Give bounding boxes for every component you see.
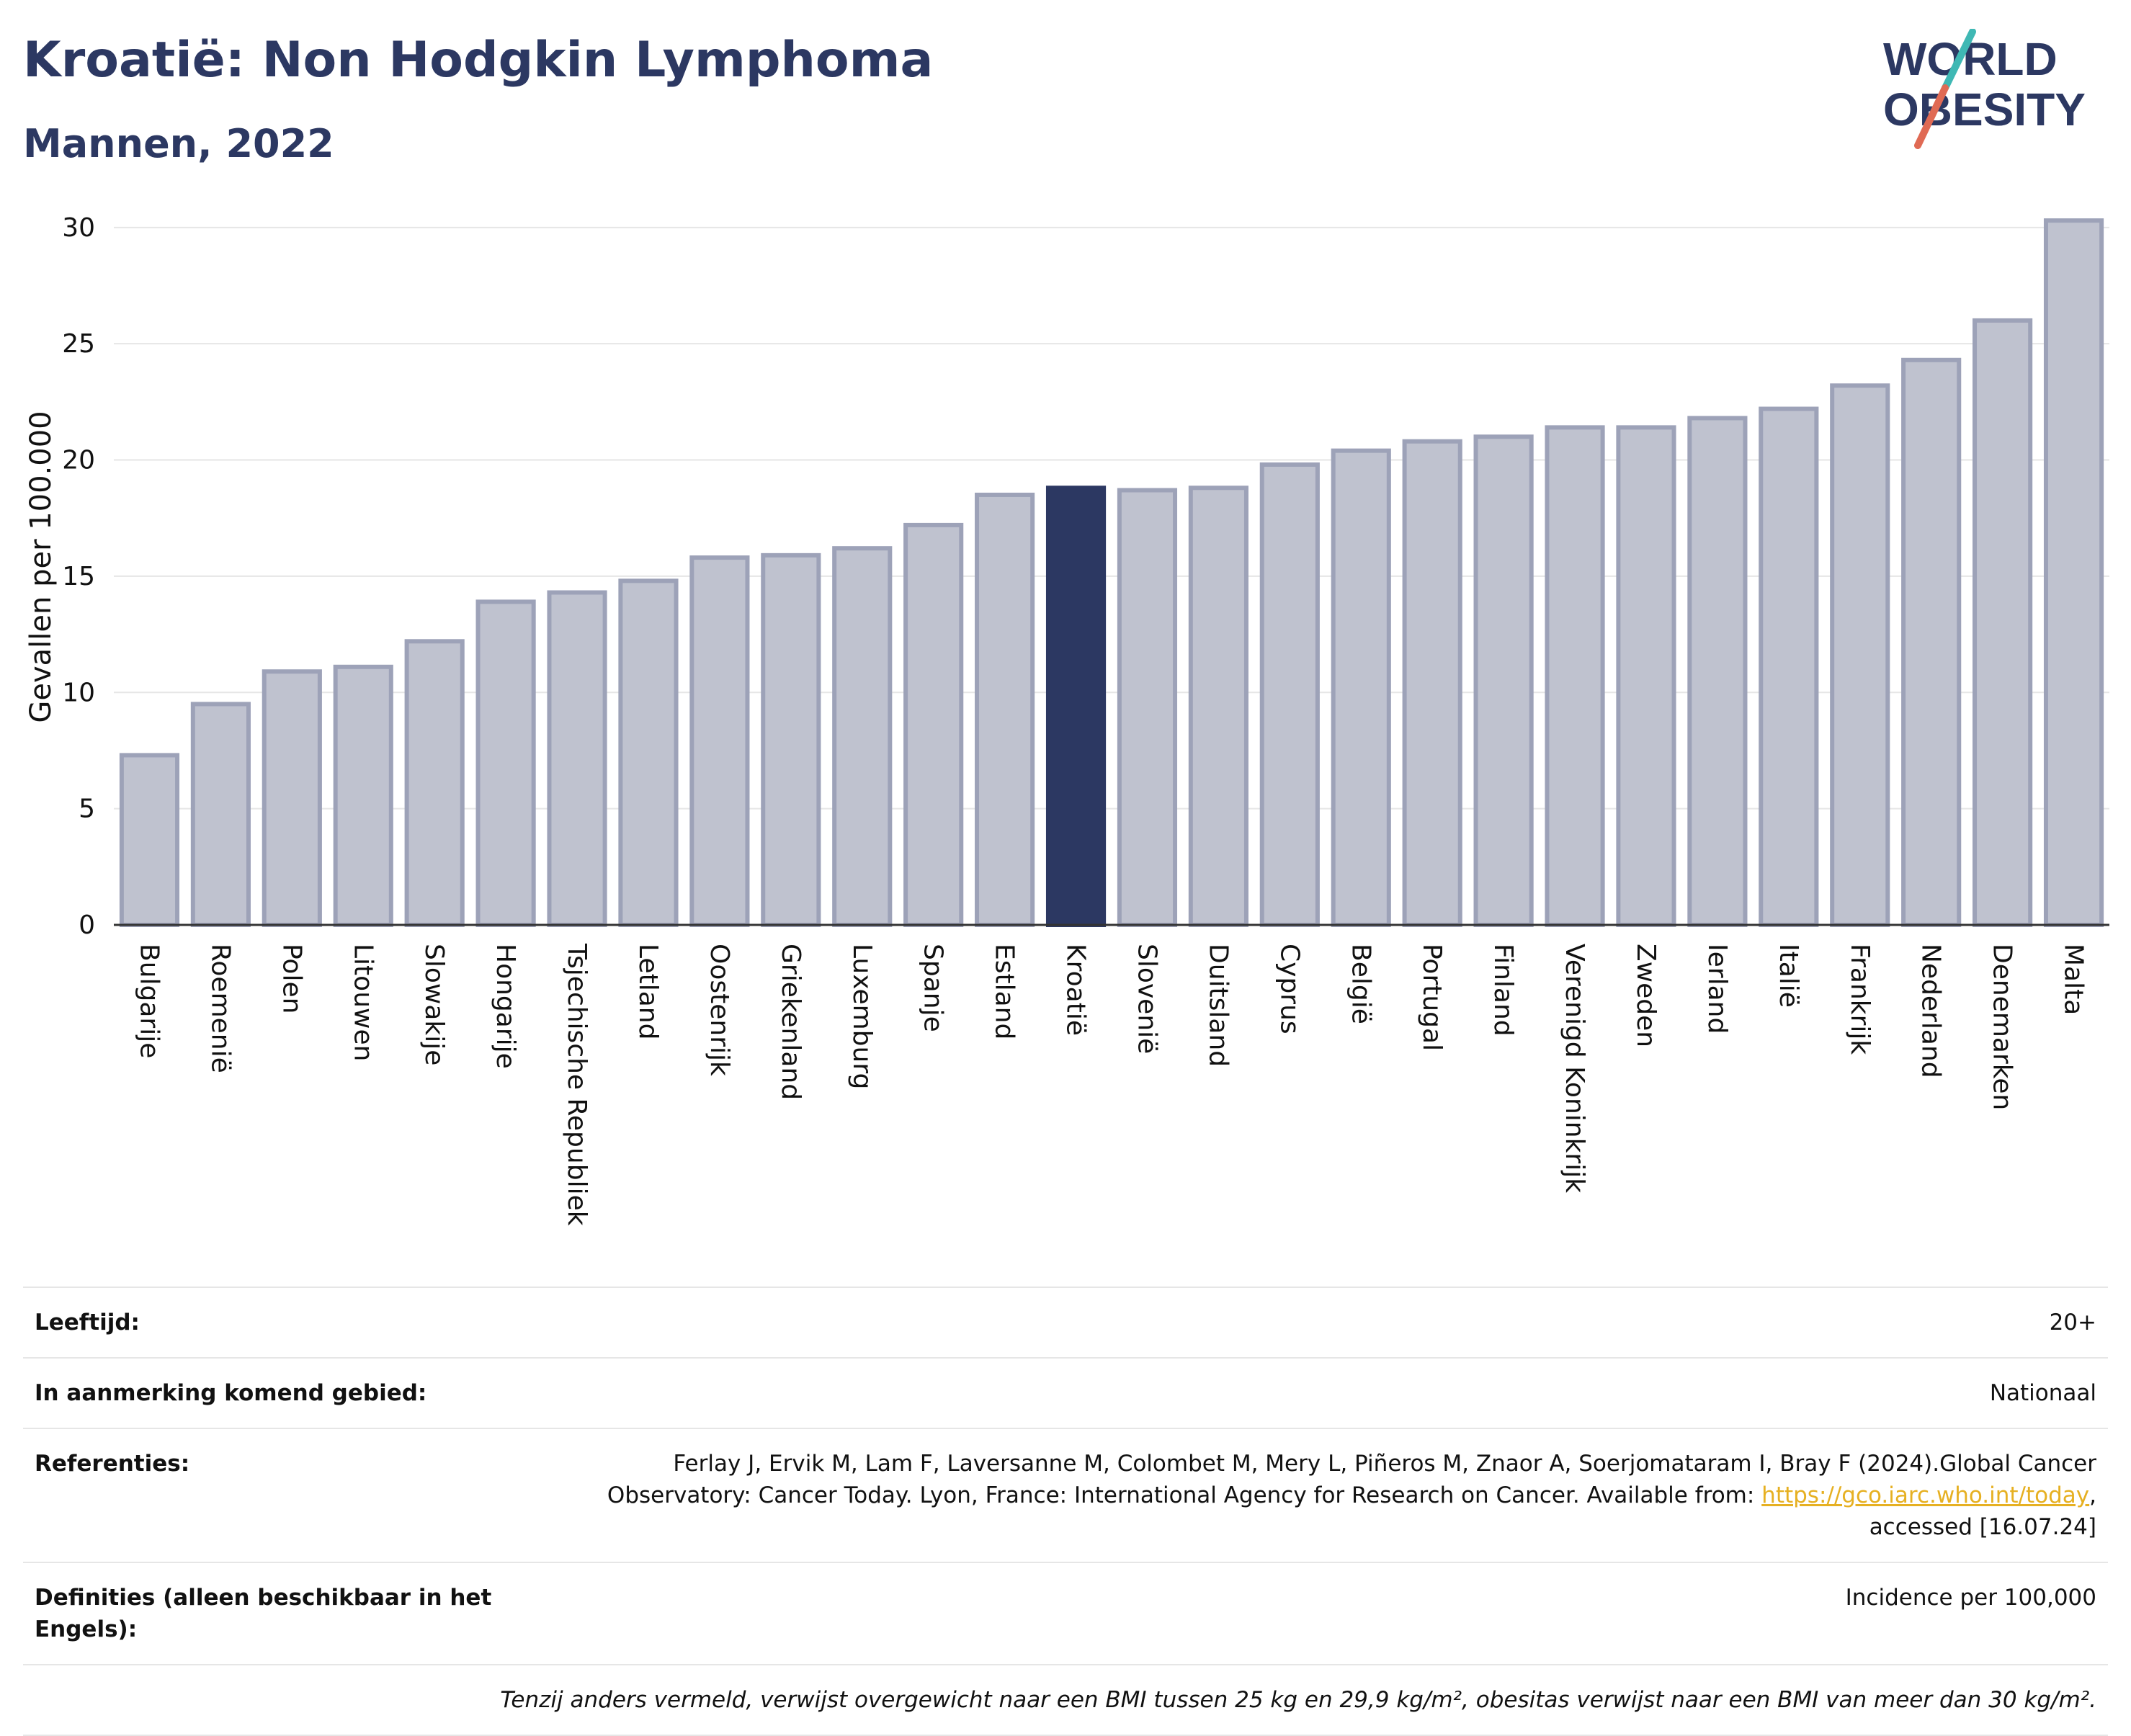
bar [1973,318,2033,927]
bar [1259,462,1320,927]
x-tick-label: Finland [1488,944,1518,1037]
x-tick-label: Letland [633,944,663,1039]
area-label: In aanmerking komend gebied: [35,1380,427,1406]
y-tick-label: 0 [79,910,95,940]
x-tick-label: Denemarken [1988,944,2017,1110]
x-tick-label: Portugal [1417,944,1447,1051]
page-title: Kroatië: Non Hodgkin Lymphoma [23,32,934,89]
world-obesity-logo: WORLD OBESITY [1883,29,2086,149]
bar [975,492,1035,927]
references-text-1: Ferlay J, Ervik M, Lam F, Laversanne M, … [673,1451,2096,1477]
x-tick-label: Slowakije [419,944,449,1065]
bar [832,546,893,927]
bar [761,552,821,927]
bar [404,639,465,927]
bar [1687,416,1748,927]
x-tick-label: Verenigd Koninkrijk [1560,944,1589,1193]
x-tick-label: Spanje [919,944,948,1032]
x-tick-label: Cyprus [1274,944,1304,1034]
x-tick-label: Malta [2059,944,2088,1015]
bar [1901,357,1962,928]
age-label: Leeftijd: [35,1310,140,1335]
y-tick-label: 20 [62,446,95,475]
bar [1759,406,1819,927]
bar [333,664,393,927]
age-value: 20+ [2049,1310,2096,1335]
x-tick-label: Frankrijk [1845,944,1875,1055]
info-row-area: In aanmerking komend gebied: Nationaal [23,1357,2108,1428]
x-tick-label: Tsjechische Republiek [562,943,591,1226]
x-tick-label: Polen [277,944,306,1014]
x-tick-label: Nederland [1916,944,1946,1078]
bar [1117,488,1178,927]
bar [1616,425,1676,927]
info-row-note: Tenzij anders vermeld, verwijst overgewi… [23,1664,2108,1736]
page-subtitle: Mannen, 2022 [23,121,334,166]
bar [1545,425,1605,927]
x-tick-label: Slovenië [1132,944,1161,1054]
x-tick-label: Griekenland [776,944,805,1100]
bar [1045,486,1107,927]
x-tick-label: Hongarije [491,944,520,1069]
references-link[interactable]: https://gco.iarc.who.int/today [1761,1482,2090,1508]
info-row-references: Referenties: Ferlay J, Ervik M, Lam F, L… [23,1428,2108,1562]
y-tick-label: 10 [62,678,95,707]
x-tick-label: Oostenrijk [705,944,734,1076]
bar [1188,486,1248,927]
definitions-label: Definities (alleen beschikbaar in het En… [35,1585,492,1642]
bar [119,753,180,927]
bar [618,578,679,927]
area-value: Nationaal [1989,1380,2096,1406]
bar [547,590,607,927]
x-tick-label: Zweden [1631,944,1661,1047]
svg-text:OBESITY: OBESITY [1883,84,2086,135]
x-tick-label: Italië [1774,944,1803,1008]
bar [1830,383,1890,927]
x-tick-label: Ierland [1702,944,1732,1034]
x-tick-label: Bulgarije [134,944,164,1058]
bar [1331,448,1391,927]
bar [475,599,536,928]
x-tick-label: België [1346,944,1375,1024]
x-tick-label: Litouwen [348,944,377,1061]
x-tick-label: Luxemburg [847,944,877,1089]
footnote: Tenzij anders vermeld, verwijst overgewi… [500,1687,2096,1713]
y-axis-label: Gevallen per 100.000 [24,411,58,722]
references-text-3: , [2089,1482,2096,1508]
y-tick-label: 5 [79,795,95,824]
x-tick-label: Kroatië [1061,944,1091,1036]
bar [1473,434,1534,927]
info-row-definitions: Definities (alleen beschikbaar in het En… [23,1562,2108,1664]
definitions-value: Incidence per 100,000 [1845,1585,2096,1611]
bar [2043,218,2104,927]
info-row-age: Leeftijd: 20+ [23,1287,2108,1357]
bar [689,555,750,927]
references-text-2: Observatory: Cancer Today. Lyon, France:… [607,1482,1762,1508]
x-tick-label: Estland [990,944,1019,1039]
y-tick-label: 25 [62,329,95,359]
references-label: Referenties: [35,1451,190,1477]
bar [903,522,964,927]
references-text-4: accessed [16.07.24] [1869,1514,2096,1540]
x-tick-label: Duitsland [1203,944,1233,1067]
bar-chart: 0 5 10 15 20 25 30 Gevallen per 100.000 Bulgarij… [24,213,2109,1226]
y-tick-label: 15 [62,562,95,591]
x-tick-label: Roemenië [205,944,235,1073]
info-table: Leeftijd: 20+ In aanmerking komend gebie… [23,1287,2108,1736]
references-value: Ferlay J, Ervik M, Lam F, Laversanne M, … [607,1448,2096,1543]
bar [190,702,251,928]
bar [1402,439,1462,927]
bar [262,669,322,928]
y-tick-label: 30 [62,213,95,243]
